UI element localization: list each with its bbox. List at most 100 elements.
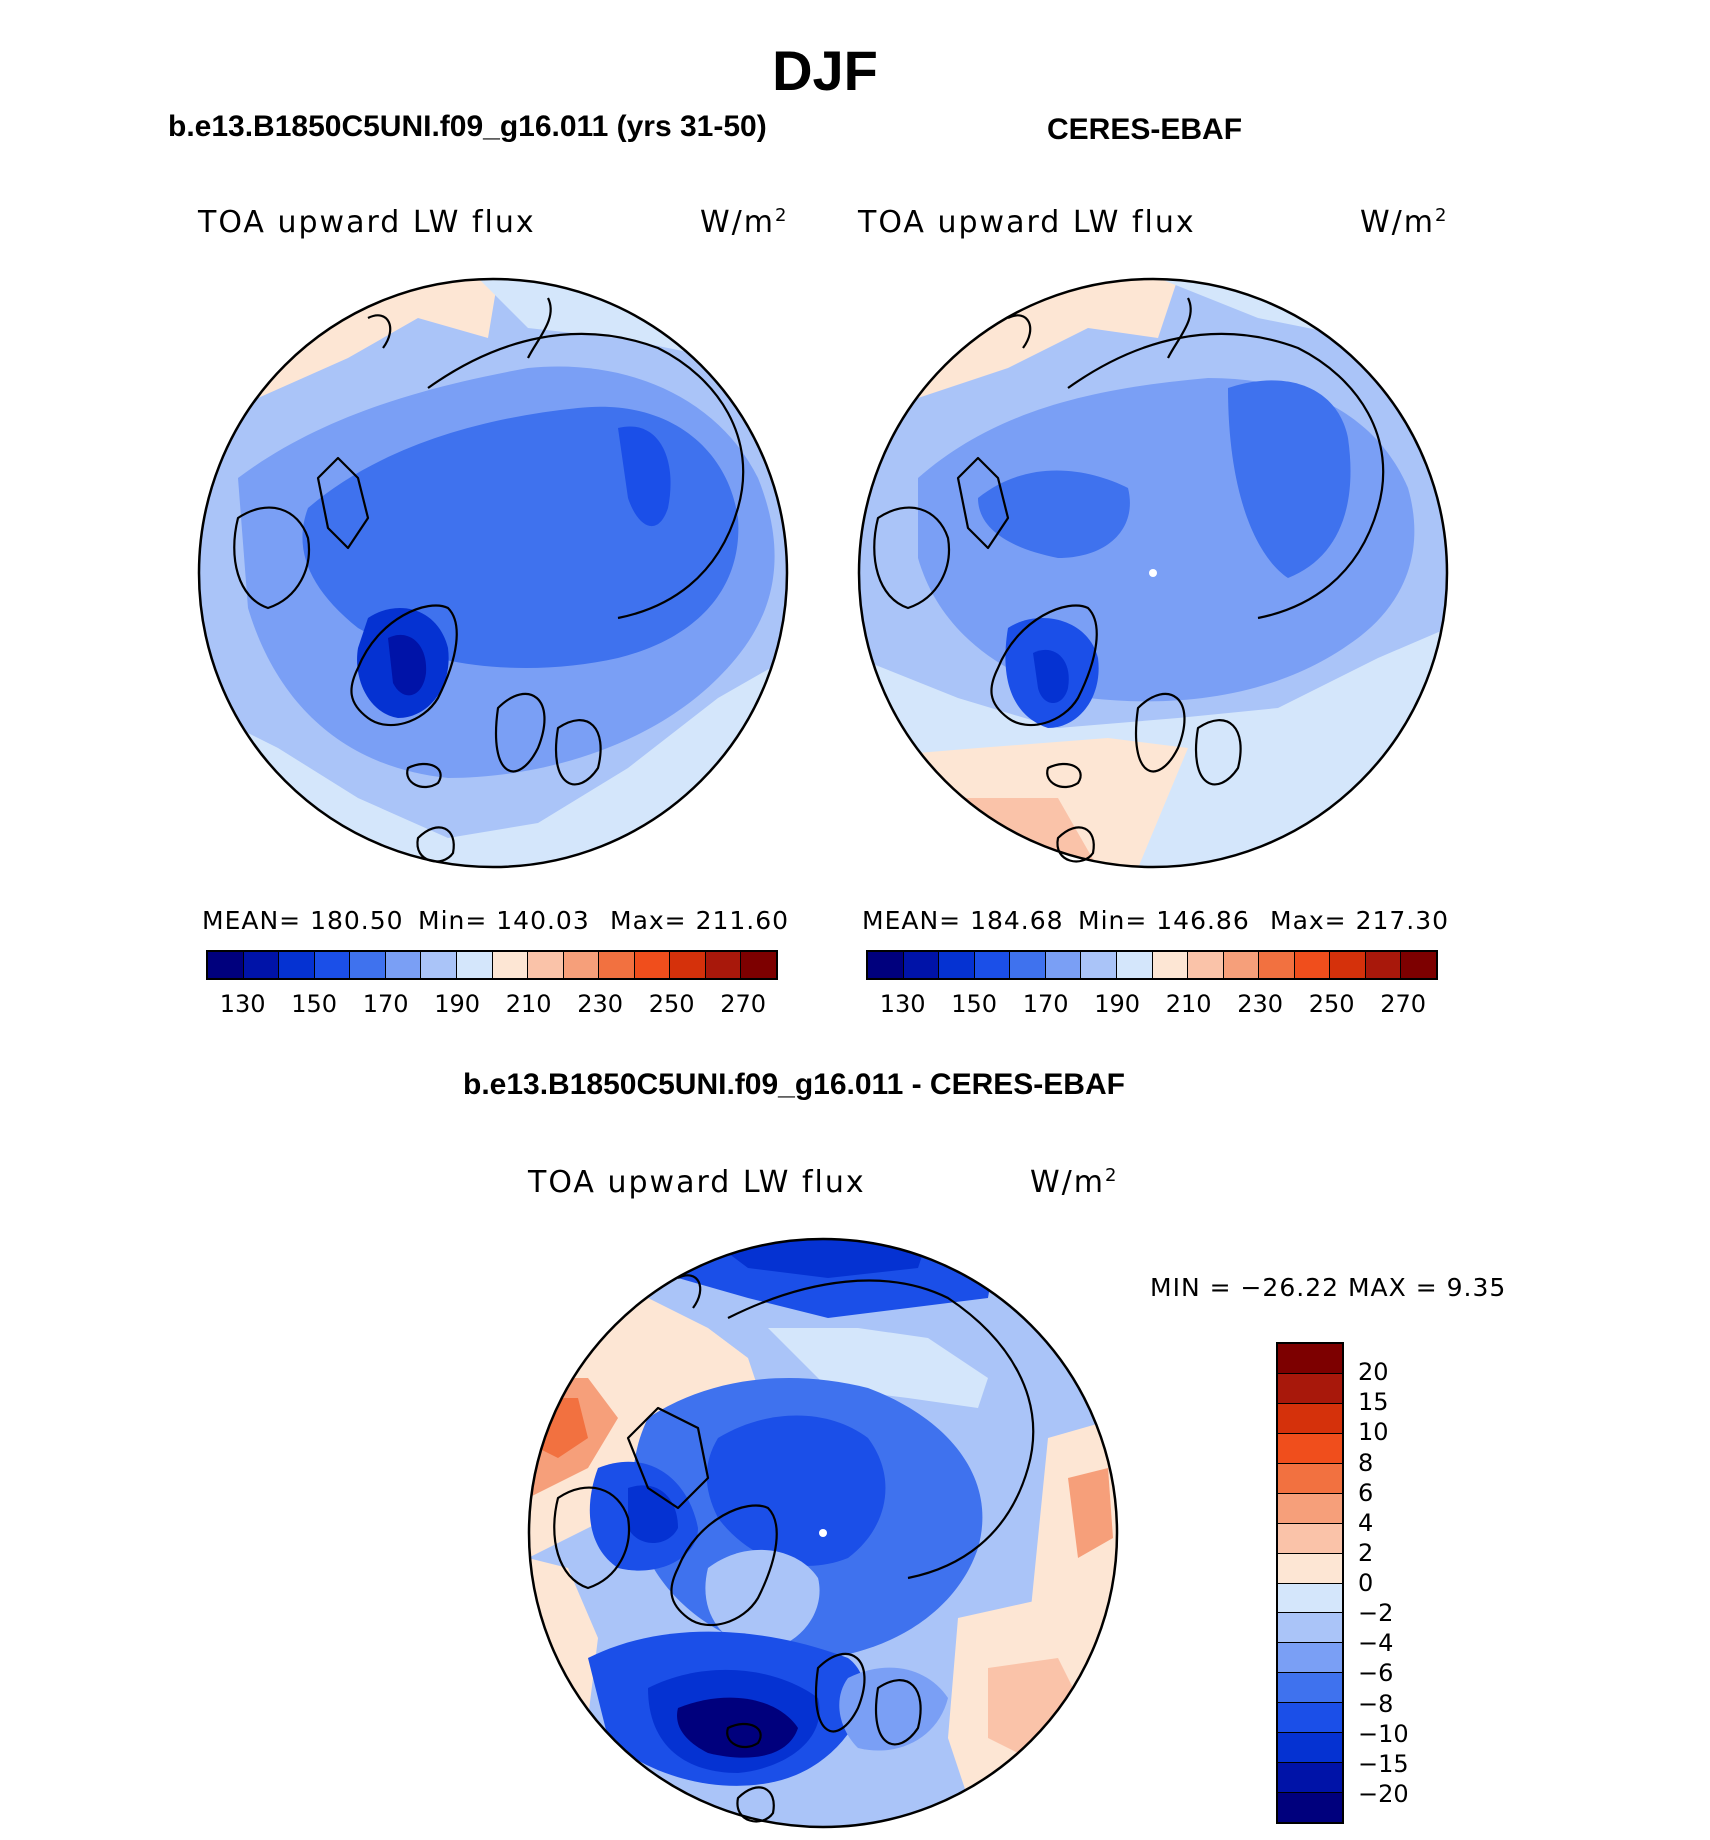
colorbar-tick-label: 4 xyxy=(1358,1508,1374,1537)
colorbar-swatch xyxy=(868,952,904,978)
colorbar-tick-label: 150 xyxy=(951,990,998,1018)
colorbar-tick-label: 230 xyxy=(577,990,624,1018)
colorbar-swatch xyxy=(1278,1733,1342,1764)
colorbar-tick-label: 190 xyxy=(1094,990,1141,1018)
colorbar-swatch xyxy=(528,952,564,978)
colorbar-swatch xyxy=(1278,1493,1342,1524)
colorbar-swatch xyxy=(741,952,776,978)
colorbar-tick-label: 210 xyxy=(505,990,552,1018)
colorbar-tick-label: 20 xyxy=(1358,1358,1389,1387)
panel-2-mean: MEAN= 184.68 xyxy=(862,906,1064,935)
colorbar-swatch xyxy=(599,952,635,978)
diff-panel-minmax: MIN = −26.22 MAX = 9.35 xyxy=(1150,1273,1507,1302)
colorbar-swatch xyxy=(456,952,493,978)
colorbar-swatch xyxy=(1223,952,1260,978)
panel-1-colorbar xyxy=(206,950,778,980)
panel-2-units: W/m2 xyxy=(1360,205,1449,240)
colorbar-swatch xyxy=(314,952,351,978)
colorbar-swatch xyxy=(1278,1793,1342,1822)
panel-1-map xyxy=(197,277,789,869)
colorbar-tick-label: 270 xyxy=(720,990,767,1018)
colorbar-swatch xyxy=(1278,1583,1342,1614)
colorbar-swatch xyxy=(1278,1403,1342,1434)
colorbar-swatch xyxy=(670,952,706,978)
colorbar-swatch xyxy=(1278,1643,1342,1674)
colorbar-swatch xyxy=(1278,1373,1342,1404)
panel-2-variable: TOA upward LW flux xyxy=(858,205,1196,240)
colorbar-tick-label: 6 xyxy=(1358,1478,1374,1507)
colorbar-tick-label: 210 xyxy=(1165,990,1212,1018)
panel-2-max: Max= 217.30 xyxy=(1270,906,1450,935)
colorbar-tick-label: −8 xyxy=(1358,1689,1394,1718)
colorbar-swatch xyxy=(1278,1523,1342,1554)
colorbar-swatch xyxy=(563,952,600,978)
colorbar-tick-label: 130 xyxy=(219,990,266,1018)
colorbar-swatch xyxy=(1401,952,1436,978)
panel-1-units: W/m2 xyxy=(700,205,789,240)
colorbar-swatch xyxy=(350,952,386,978)
colorbar-swatch xyxy=(705,952,742,978)
colorbar-tick-label: 130 xyxy=(879,990,926,1018)
colorbar-tick-label: 2 xyxy=(1358,1538,1374,1567)
colorbar-tick-label: 8 xyxy=(1358,1448,1374,1477)
colorbar-tick-label: 15 xyxy=(1358,1388,1389,1417)
colorbar-tick-label: 250 xyxy=(648,990,695,1018)
colorbar-tick-label: 170 xyxy=(362,990,409,1018)
colorbar-tick-label: −15 xyxy=(1358,1749,1409,1778)
colorbar-tick-label: 170 xyxy=(1022,990,1069,1018)
colorbar-swatch xyxy=(1330,952,1366,978)
colorbar-tick-label: −4 xyxy=(1358,1629,1394,1658)
diff-panel-variable: TOA upward LW flux xyxy=(528,1165,866,1200)
colorbar-swatch xyxy=(903,952,940,978)
diff-panel-title: b.e13.B1850C5UNI.f09_g16.011 - CERES-EBA… xyxy=(463,1068,1125,1101)
diff-panel-units: W/m2 xyxy=(1030,1165,1119,1200)
colorbar-swatch xyxy=(1188,952,1224,978)
panel-2-min: Min= 146.86 xyxy=(1078,906,1250,935)
panel-2-title: CERES-EBAF xyxy=(1047,113,1243,146)
colorbar-tick-label: −10 xyxy=(1358,1719,1409,1748)
panel-1-variable: TOA upward LW flux xyxy=(198,205,536,240)
colorbar-swatch xyxy=(279,952,315,978)
colorbar-swatch xyxy=(1278,1703,1342,1734)
colorbar-swatch xyxy=(1045,952,1082,978)
panel-1-max: Max= 211.60 xyxy=(610,906,790,935)
panel-1-min: Min= 140.03 xyxy=(418,906,590,935)
colorbar-tick-label: 10 xyxy=(1358,1418,1389,1447)
panel-2-colorbar xyxy=(866,950,1438,980)
colorbar-swatch xyxy=(1152,952,1189,978)
colorbar-swatch xyxy=(1278,1463,1342,1494)
colorbar-swatch xyxy=(634,952,671,978)
colorbar-swatch xyxy=(492,952,529,978)
season-title: DJF xyxy=(772,39,878,102)
colorbar-swatch xyxy=(243,952,280,978)
colorbar-swatch xyxy=(1010,952,1046,978)
colorbar-swatch xyxy=(1278,1433,1342,1464)
colorbar-swatch xyxy=(1278,1553,1342,1584)
colorbar-swatch xyxy=(1294,952,1331,978)
colorbar-tick-label: 230 xyxy=(1237,990,1284,1018)
colorbar-tick-label: −2 xyxy=(1358,1599,1394,1628)
colorbar-swatch xyxy=(385,952,422,978)
colorbar-swatch xyxy=(974,952,1011,978)
colorbar-tick-label: −6 xyxy=(1358,1659,1394,1688)
colorbar-tick-label: 270 xyxy=(1380,990,1427,1018)
colorbar-swatch xyxy=(208,952,244,978)
colorbar-swatch xyxy=(939,952,975,978)
colorbar-tick-label: 250 xyxy=(1308,990,1355,1018)
diff-panel-map xyxy=(527,1237,1119,1829)
colorbar-swatch xyxy=(1278,1613,1342,1644)
colorbar-tick-label: −20 xyxy=(1358,1779,1409,1808)
colorbar-swatch xyxy=(1278,1673,1342,1704)
panel-1-mean: MEAN= 180.50 xyxy=(202,906,404,935)
panel-2-map xyxy=(857,277,1449,869)
colorbar-swatch xyxy=(1365,952,1402,978)
colorbar-swatch xyxy=(421,952,457,978)
colorbar-tick-label: 0 xyxy=(1358,1569,1374,1597)
colorbar-tick-label: 150 xyxy=(291,990,338,1018)
panel-1-title: b.e13.B1850C5UNI.f09_g16.011 (yrs 31-50) xyxy=(168,110,767,143)
colorbar-swatch xyxy=(1081,952,1117,978)
colorbar-swatch xyxy=(1278,1344,1342,1374)
diff-colorbar xyxy=(1276,1342,1344,1824)
colorbar-swatch xyxy=(1278,1763,1342,1794)
colorbar-tick-label: 190 xyxy=(434,990,481,1018)
